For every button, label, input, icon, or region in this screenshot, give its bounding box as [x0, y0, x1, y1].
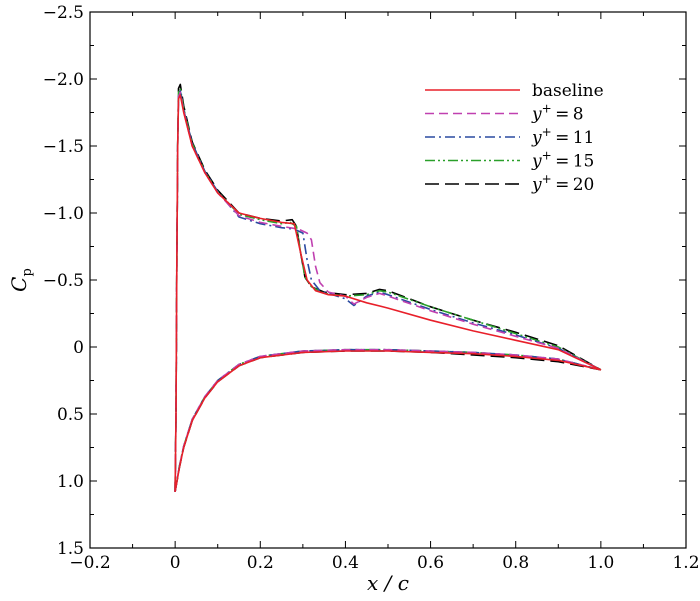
y-tick-label: 1.5 [57, 539, 84, 559]
plot-series-group [174, 83, 602, 492]
x-tick-label: 1.2 [672, 553, 699, 573]
x-tick-label: 0.4 [332, 553, 359, 573]
series-line-upper [174, 90, 602, 492]
x-axis-title: x / c [367, 571, 409, 595]
y-tick-label: −1.5 [43, 137, 84, 157]
y-tick-label: 0.5 [57, 405, 84, 425]
series-line-lower [174, 348, 602, 492]
x-tick-label: 0.8 [502, 553, 529, 573]
y-axis-title-main: C [7, 277, 31, 292]
y-tick-label: 0 [73, 338, 84, 358]
series-line-upper [174, 91, 602, 492]
legend-entry-label: y+ = 8 [531, 102, 584, 125]
x-tick-label: 1.0 [587, 553, 614, 573]
x-tick-label: 0.2 [247, 553, 274, 573]
series-line-lower [174, 348, 602, 492]
y-tick-label: −0.5 [43, 271, 84, 291]
x-tick-label: 0 [170, 553, 181, 573]
y-tick-label: 1.0 [57, 472, 84, 492]
x-tick-label: 0.6 [417, 553, 444, 573]
legend-entry-label: baseline [532, 81, 604, 101]
legend-entry-label: y+ = 11 [531, 125, 594, 148]
y-axis-title: Cp [7, 268, 35, 292]
series-line-upper [174, 87, 602, 492]
x-tick-label: −0.2 [69, 553, 110, 573]
y-axis-title-sub: p [20, 268, 35, 276]
series-line-lower [174, 348, 602, 492]
legend-entry-label: y+ = 20 [531, 172, 594, 195]
series-line-lower [174, 350, 602, 492]
series-line-upper [174, 94, 602, 492]
tick-group: −0.2 0 0.2 0.4 0.6 0.8 1.0 1.2 −2.5 −2.0 −1.5 −1.0 −… [43, 3, 700, 573]
y-tick-label: −2.0 [43, 70, 84, 90]
legend-entry-label: y+ = 15 [531, 149, 594, 172]
y-tick-label: −2.5 [43, 3, 84, 23]
y-tick-label: −1.0 [43, 204, 84, 224]
series-line-lower [174, 350, 602, 492]
